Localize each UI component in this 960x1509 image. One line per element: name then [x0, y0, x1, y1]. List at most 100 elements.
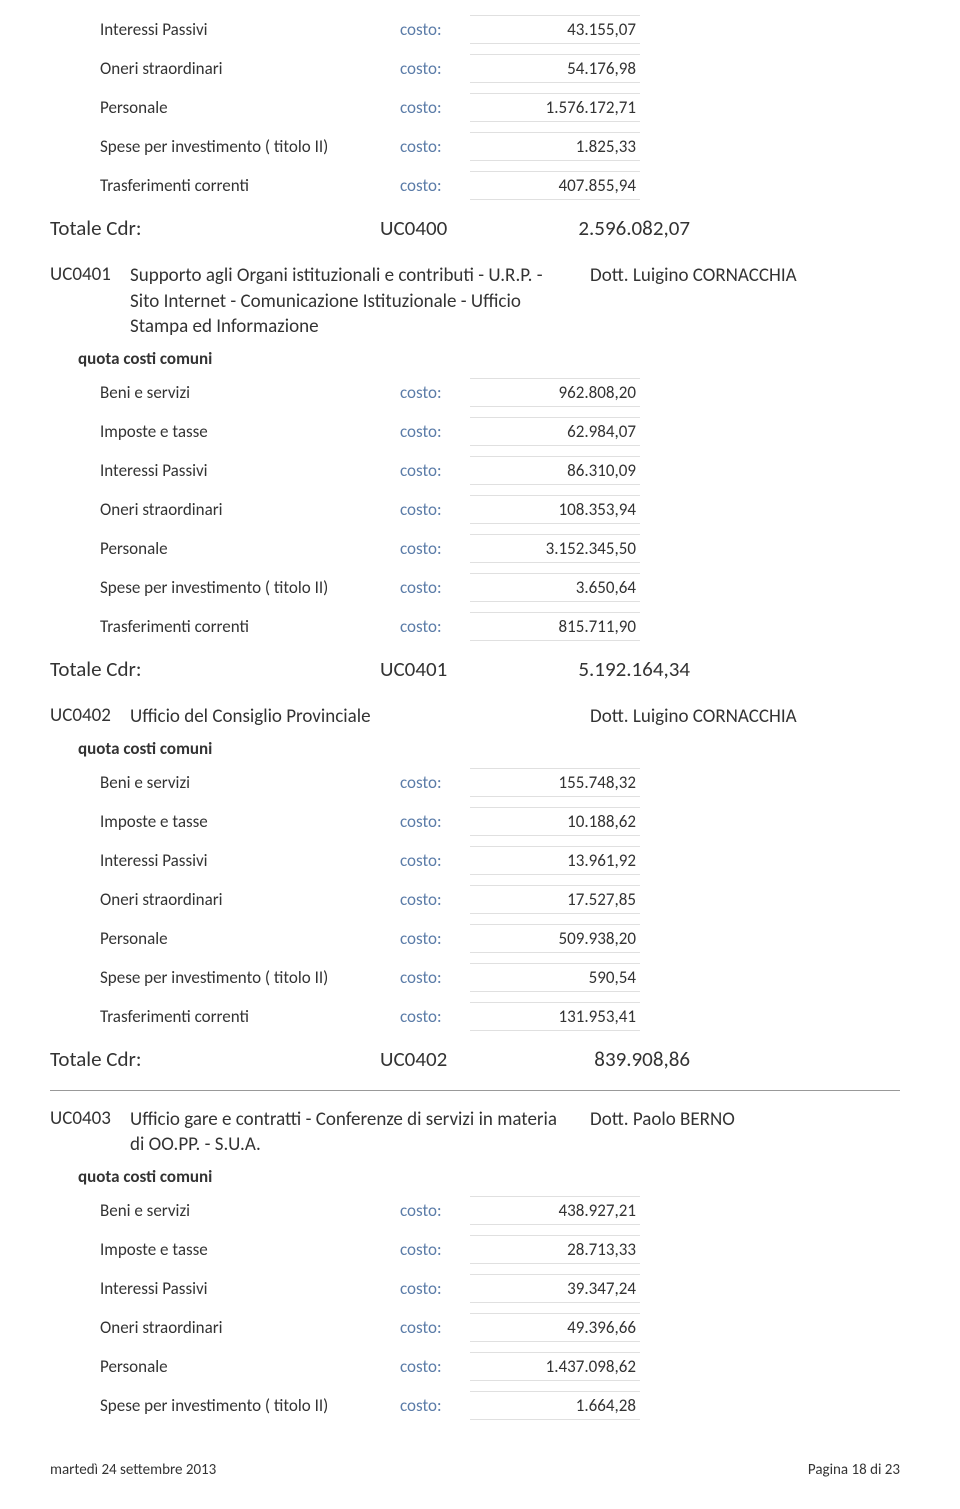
- section-title: Ufficio gare e contratti - Conferenze di…: [130, 1107, 590, 1158]
- cost-amount: 49.396,66: [470, 1313, 640, 1342]
- costo-word: costo:: [400, 850, 470, 871]
- cost-amount: 62.984,07: [470, 417, 640, 446]
- costo-word: costo:: [400, 616, 470, 637]
- costo-word: costo:: [400, 889, 470, 910]
- cost-amount: 17.527,85: [470, 885, 640, 914]
- cost-row: Personale costo: 1.437.098,62: [50, 1347, 900, 1386]
- cost-row: Imposte e tasse costo: 62.984,07: [50, 412, 900, 451]
- cost-row: Beni e servizi costo: 962.808,20: [50, 373, 900, 412]
- costo-word: costo:: [400, 577, 470, 598]
- total-row: Totale Cdr: UC0400 2.596.082,07: [50, 205, 900, 255]
- cost-label: Personale: [50, 928, 400, 949]
- cost-amount: 155.748,32: [470, 768, 640, 797]
- cost-amount: 108.353,94: [470, 495, 640, 524]
- cost-row: Oneri straordinari costo: 49.396,66: [50, 1308, 900, 1347]
- costo-word: costo:: [400, 421, 470, 442]
- costo-word: costo:: [400, 967, 470, 988]
- costo-word: costo:: [400, 382, 470, 403]
- cost-label: Beni e servizi: [50, 1200, 400, 1221]
- costo-word: costo:: [400, 97, 470, 118]
- cost-label: Interessi Passivi: [50, 1278, 400, 1299]
- page-footer: martedì 24 settembre 2013 Pagina 18 di 2…: [50, 1425, 900, 1479]
- section-0: Interessi Passivi costo: 43.155,07 Oneri…: [50, 10, 900, 255]
- cost-amount: 1.437.098,62: [470, 1352, 640, 1381]
- cost-label: Imposte e tasse: [50, 811, 400, 832]
- section-code: UC0402: [50, 704, 130, 730]
- cost-amount: 407.855,94: [470, 171, 640, 200]
- cost-amount: 1.664,28: [470, 1391, 640, 1420]
- cost-label: Interessi Passivi: [50, 19, 400, 40]
- cost-label: Trasferimenti correnti: [50, 1006, 400, 1027]
- cost-row: Personale costo: 3.152.345,50: [50, 529, 900, 568]
- cost-label: Beni e servizi: [50, 772, 400, 793]
- section-divider: [50, 1090, 900, 1091]
- cost-row: Trasferimenti correnti costo: 131.953,41: [50, 997, 900, 1036]
- section-title: Ufficio del Consiglio Provinciale: [130, 704, 590, 730]
- cost-amount: 438.927,21: [470, 1196, 640, 1225]
- section-responsible: Dott. Luigino CORNACCHIA: [590, 263, 900, 340]
- cost-row: Spese per investimento ( titolo II) cost…: [50, 127, 900, 166]
- cost-label: Personale: [50, 97, 400, 118]
- costo-word: costo:: [400, 1356, 470, 1377]
- cost-amount: 509.938,20: [470, 924, 640, 953]
- totale-cdr-label: Totale Cdr:: [50, 1046, 380, 1072]
- cost-row: Spese per investimento ( titolo II) cost…: [50, 1386, 900, 1425]
- cost-label: Oneri straordinari: [50, 1317, 400, 1338]
- cost-row: Spese per investimento ( titolo II) cost…: [50, 568, 900, 607]
- cost-label: Beni e servizi: [50, 382, 400, 403]
- costo-word: costo:: [400, 928, 470, 949]
- cost-label: Trasferimenti correnti: [50, 616, 400, 637]
- costo-word: costo:: [400, 772, 470, 793]
- cost-row: Interessi Passivi costo: 43.155,07: [50, 10, 900, 49]
- cost-label: Interessi Passivi: [50, 850, 400, 871]
- totale-cdr-amount: 2.596.082,07: [490, 215, 690, 241]
- cost-amount: 3.152.345,50: [470, 534, 640, 563]
- costo-word: costo:: [400, 136, 470, 157]
- section-code: UC0401: [50, 263, 130, 340]
- totale-cdr-label: Totale Cdr:: [50, 215, 380, 241]
- footer-page: Pagina 18 di 23: [808, 1461, 900, 1479]
- cost-row: Personale costo: 509.938,20: [50, 919, 900, 958]
- cost-row: Oneri straordinari costo: 17.527,85: [50, 880, 900, 919]
- cost-label: Spese per investimento ( titolo II): [50, 1395, 400, 1416]
- quota-costi-comuni: quota costi comuni: [50, 1162, 900, 1191]
- cost-label: Personale: [50, 1356, 400, 1377]
- cost-row: Trasferimenti correnti costo: 815.711,90: [50, 607, 900, 646]
- cost-label: Trasferimenti correnti: [50, 175, 400, 196]
- cost-label: Spese per investimento ( titolo II): [50, 136, 400, 157]
- cost-amount: 28.713,33: [470, 1235, 640, 1264]
- totale-cdr-code: UC0400: [380, 215, 490, 241]
- cost-amount: 13.961,92: [470, 846, 640, 875]
- section-responsible: Dott. Luigino CORNACCHIA: [590, 704, 900, 730]
- cost-row: Beni e servizi costo: 155.748,32: [50, 763, 900, 802]
- cost-row: Interessi Passivi costo: 39.347,24: [50, 1269, 900, 1308]
- cost-label: Imposte e tasse: [50, 421, 400, 442]
- costo-word: costo:: [400, 19, 470, 40]
- totale-cdr-amount: 5.192.164,34: [490, 656, 690, 682]
- cost-row: Beni e servizi costo: 438.927,21: [50, 1191, 900, 1230]
- section-1: UC0401 Supporto agli Organi istituzional…: [50, 255, 900, 696]
- cost-row: Interessi Passivi costo: 86.310,09: [50, 451, 900, 490]
- section-2: UC0402 Ufficio del Consiglio Provinciale…: [50, 696, 900, 1086]
- cost-label: Oneri straordinari: [50, 889, 400, 910]
- quota-costi-comuni: quota costi comuni: [50, 344, 900, 373]
- cost-label: Spese per investimento ( titolo II): [50, 577, 400, 598]
- cost-row: Interessi Passivi costo: 13.961,92: [50, 841, 900, 880]
- cost-amount: 962.808,20: [470, 378, 640, 407]
- cost-amount: 815.711,90: [470, 612, 640, 641]
- totale-cdr-code: UC0402: [380, 1046, 490, 1072]
- cost-row: Spese per investimento ( titolo II) cost…: [50, 958, 900, 997]
- section-header: UC0403 Ufficio gare e contratti - Confer…: [50, 1099, 900, 1162]
- cost-amount: 1.576.172,71: [470, 93, 640, 122]
- costo-word: costo:: [400, 1395, 470, 1416]
- section-header: UC0402 Ufficio del Consiglio Provinciale…: [50, 696, 900, 734]
- costo-word: costo:: [400, 175, 470, 196]
- cost-label: Oneri straordinari: [50, 499, 400, 520]
- total-row: Totale Cdr: UC0401 5.192.164,34: [50, 646, 900, 696]
- section-responsible: Dott. Paolo BERNO: [590, 1107, 900, 1158]
- total-row: Totale Cdr: UC0402 839.908,86: [50, 1036, 900, 1086]
- costo-word: costo:: [400, 1200, 470, 1221]
- cost-amount: 86.310,09: [470, 456, 640, 485]
- section-title: Supporto agli Organi istituzionali e con…: [130, 263, 590, 340]
- section-header: UC0401 Supporto agli Organi istituzional…: [50, 255, 900, 344]
